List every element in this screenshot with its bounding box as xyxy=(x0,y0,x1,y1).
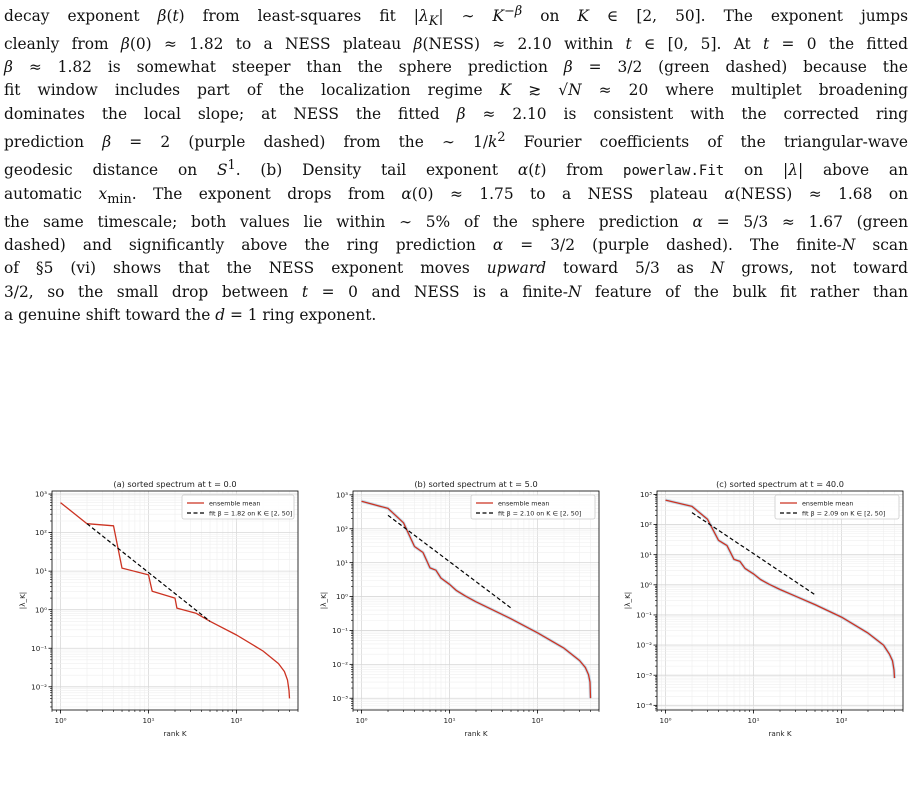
x-tick-label: 10² xyxy=(835,716,847,725)
caption-line: β ≈ 1.82 is somewhat steeper than the sp… xyxy=(4,58,908,77)
chart-title: (a) sorted spectrum at t = 0.0 xyxy=(113,479,236,489)
caption-line: 3/2, so the small drop between t = 0 and… xyxy=(4,282,909,301)
x-tick-label: 10⁰ xyxy=(660,716,672,725)
legend-box xyxy=(181,494,295,520)
caption-line: geodesic distance on S1. (b) Density tai… xyxy=(4,157,909,180)
y-tick-label: 10⁻² xyxy=(31,682,47,691)
caption-line: decay exponent β(t) from least-squares f… xyxy=(4,4,908,30)
y-tick-label: 10² xyxy=(35,528,47,537)
chart-title: (c) sorted spectrum at t = 40.0 xyxy=(716,479,844,489)
chart-panel-c: 10⁰ 10¹ 10² 10⁻⁴ 10⁻³ 10⁻² 10⁻¹ 10⁰ 10¹ 10² 10³ (c)… xyxy=(623,479,904,738)
legend-entry: ensemble mean xyxy=(498,499,549,507)
legend-box xyxy=(774,494,900,520)
y-tick-label: 10⁰ xyxy=(35,605,47,614)
ensemble-mean-line xyxy=(361,500,592,699)
y-tick-label: 10⁻² xyxy=(636,641,652,650)
y-tick-label: 10³ xyxy=(35,490,47,499)
legend-box xyxy=(470,494,596,520)
y-tick-label: 10⁻¹ xyxy=(636,611,652,620)
x-axis-label: rank K xyxy=(163,729,186,738)
x-tick-label: 10⁰ xyxy=(55,716,67,725)
y-axis-label: |λ_K| xyxy=(623,592,632,609)
x-tick-label: 10¹ xyxy=(747,716,759,725)
caption-line: the same timescale; both values lie with… xyxy=(4,213,908,232)
legend: ensemble mean fit β = 2.10 on K ∈ [2, 50] xyxy=(470,494,596,520)
y-tick-label: 10¹ xyxy=(336,558,348,567)
y-tick-label: 10³ xyxy=(336,490,348,499)
chart-title: (b) sorted spectrum at t = 5.0 xyxy=(414,479,537,489)
caption-paragraph: decay exponent β(t) from least-squares f… xyxy=(4,0,908,327)
y-tick-label: 10⁻¹ xyxy=(332,626,348,635)
chart-panel-a: 10⁰ 10¹ 10² 10⁻² 10⁻¹ 10⁰ 10¹ 10² 10³ (a) sorted … xyxy=(18,479,299,738)
legend-entry: ensemble mean xyxy=(802,499,853,507)
grid xyxy=(51,491,299,710)
ensemble-mean-line xyxy=(60,502,291,699)
y-tick-label: 10³ xyxy=(640,490,652,499)
x-tick-label: 10¹ xyxy=(142,716,154,725)
y-tick-label: 10⁻³ xyxy=(636,671,652,680)
x-tick-label: 10¹ xyxy=(443,716,455,725)
y-axis-label: |λ_K| xyxy=(18,592,27,609)
figure-panels: 10⁰ 10¹ 10² 10⁻² 10⁻¹ 10⁰ 10¹ 10² 10³ (a) sorted … xyxy=(0,470,904,755)
legend-entry: fit β = 2.10 on K ∈ [2, 50] xyxy=(498,509,581,517)
x-axis-label: rank K xyxy=(464,729,487,738)
ensemble-mean-line xyxy=(665,499,896,679)
y-tick-label: 10² xyxy=(336,524,348,533)
caption-line: dominates the local slope; at NESS the f… xyxy=(4,104,908,123)
caption-line: cleanly from β(0) ≈ 1.82 to a NESS plate… xyxy=(4,35,909,54)
x-tick-label: 10² xyxy=(531,716,543,725)
y-axis-label: |λ_K| xyxy=(319,592,328,609)
x-tick-label: 10² xyxy=(230,716,242,725)
y-tick-label: 10⁻³ xyxy=(332,694,348,703)
caption-line: a genuine shift toward the d = 1 ring ex… xyxy=(4,305,377,324)
y-tick-label: 10¹ xyxy=(35,567,47,576)
x-axis-label: rank K xyxy=(768,729,791,738)
legend-entry: ensemble mean xyxy=(209,499,260,507)
y-tick-label: 10⁰ xyxy=(336,592,348,601)
y-tick-label: 10⁰ xyxy=(640,580,652,589)
fit-line xyxy=(691,512,816,596)
x-tick-label: 10⁰ xyxy=(356,716,368,725)
y-tick-label: 10¹ xyxy=(640,550,652,559)
caption-line: fit window includes part of the localiza… xyxy=(4,81,908,100)
caption-line: dashed) and significantly above the ring… xyxy=(4,236,908,255)
caption-line: prediction β = 2 (purple dashed) from th… xyxy=(4,129,909,151)
y-tick-label: 10⁻² xyxy=(332,660,348,669)
caption-line: automatic xmin. The exponent drops from … xyxy=(4,185,908,208)
y-tick-label: 10⁻⁴ xyxy=(636,701,652,710)
chart-panel-b: 10⁰ 10¹ 10² 10⁻³ 10⁻² 10⁻¹ 10⁰ 10¹ 10² 10³ (b) sor… xyxy=(319,479,600,738)
legend-entry: fit β = 1.82 on K ∈ [2, 50] xyxy=(209,509,292,517)
y-tick-label: 10² xyxy=(640,520,652,529)
caption-line: of §5 (vi) shows that the NESS exponent … xyxy=(4,259,908,278)
fit-line xyxy=(86,523,211,622)
legend: ensemble mean fit β = 1.82 on K ∈ [2, 50] xyxy=(181,494,295,520)
legend-entry: fit β = 2.09 on K ∈ [2, 50] xyxy=(802,509,885,517)
legend: ensemble mean fit β = 2.09 on K ∈ [2, 50] xyxy=(774,494,900,520)
y-tick-label: 10⁻¹ xyxy=(31,644,47,653)
